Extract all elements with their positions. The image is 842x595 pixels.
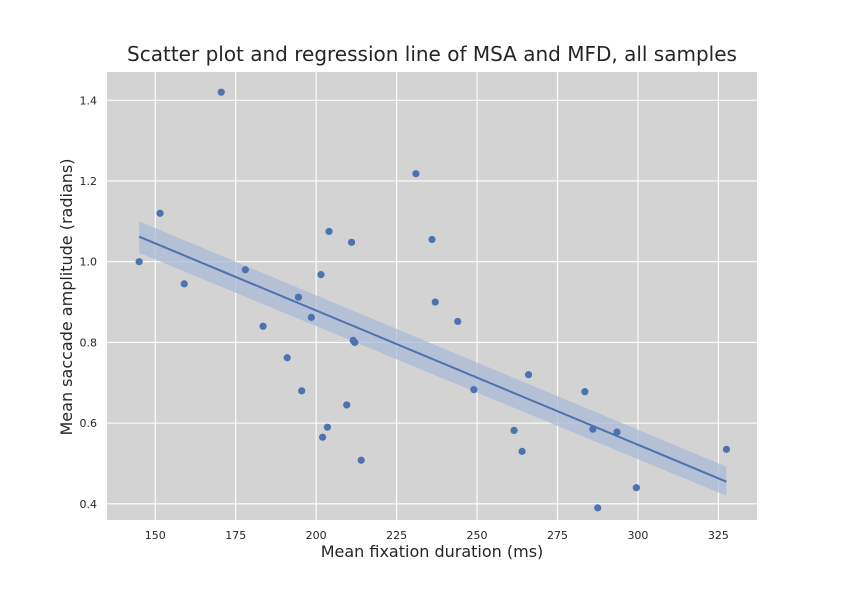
- x-tick-label: 275: [547, 529, 568, 542]
- data-point: [589, 425, 597, 433]
- x-tick-label: 225: [386, 529, 407, 542]
- y-tick-label: 1.4: [80, 94, 98, 107]
- x-tick-label: 250: [467, 529, 488, 542]
- y-tick-label: 1.0: [80, 256, 98, 269]
- x-tick-label: 175: [225, 529, 246, 542]
- data-point: [518, 447, 526, 455]
- regression-line: [138, 235, 727, 483]
- data-point: [307, 313, 315, 321]
- data-point: [298, 387, 306, 395]
- data-point: [241, 266, 249, 274]
- data-point: [632, 484, 640, 492]
- data-point: [412, 170, 420, 178]
- y-tick-labels: 0.4 0.6 0.8 1.0 1.2 1.4: [80, 94, 98, 511]
- y-axis-label: Mean saccade amplitude (radians): [57, 159, 76, 436]
- regression-line-group: [138, 235, 727, 483]
- data-point: [470, 386, 478, 394]
- data-point: [722, 445, 731, 453]
- data-point: [357, 456, 365, 464]
- data-point: [217, 88, 225, 96]
- data-point: [283, 354, 291, 362]
- x-axis-label: Mean fixation duration (ms): [321, 542, 544, 561]
- data-point: [454, 317, 462, 326]
- data-point: [351, 338, 359, 347]
- y-tick-label: 0.8: [80, 336, 98, 349]
- data-point: [524, 371, 533, 379]
- data-point: [347, 238, 356, 246]
- x-tick-label: 300: [627, 529, 648, 542]
- x-tick-label: 325: [708, 529, 729, 542]
- data-point: [594, 504, 602, 512]
- x-tick-label: 150: [145, 529, 166, 542]
- data-point: [613, 428, 621, 436]
- chart-title: Scatter plot and regression line of MSA …: [127, 42, 737, 66]
- data-point: [317, 271, 325, 279]
- data-point: [156, 209, 164, 217]
- data-point: [510, 426, 518, 434]
- data-point: [180, 280, 188, 288]
- x-tick-labels: 150 175 200 225 250 275 300 325: [145, 529, 729, 542]
- data-point: [428, 235, 436, 244]
- data-point: [294, 293, 303, 301]
- data-point: [259, 322, 267, 330]
- data-point: [431, 298, 439, 306]
- data-point: [581, 388, 589, 396]
- y-tick-label: 0.4: [80, 498, 98, 511]
- data-point: [135, 258, 143, 266]
- y-tick-label: 1.2: [80, 175, 98, 188]
- data-point: [323, 423, 332, 431]
- x-tick-label: 200: [306, 529, 327, 542]
- data-point: [343, 401, 351, 409]
- data-point: [325, 227, 333, 236]
- data-point: [318, 433, 327, 441]
- data-points: [135, 88, 731, 512]
- y-tick-label: 0.6: [80, 417, 98, 430]
